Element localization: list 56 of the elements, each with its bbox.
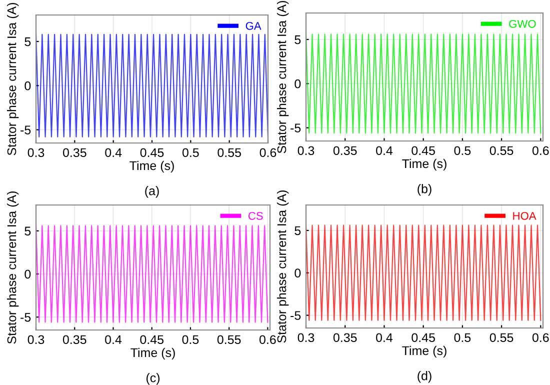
x-tick-label: 0.3: [28, 148, 44, 158]
x-tick-label: 0.5: [454, 333, 471, 342]
x-tick-label: 0.45: [140, 148, 164, 158]
x-tick-label: 0.35: [333, 146, 357, 156]
x-axis-title: Time (s): [130, 348, 175, 360]
x-tick-label: 0.45: [140, 335, 164, 344]
y-tick-label: 5: [24, 37, 31, 46]
x-tick-label: 0.55: [217, 335, 241, 344]
legend-label: GWO: [509, 20, 536, 28]
x-tick-label: 0.55: [490, 146, 514, 156]
text: (d): [418, 371, 432, 383]
legend-label: HOA: [513, 212, 536, 220]
x-tick-label: 0.55: [218, 148, 241, 158]
y-tick-label: 5: [294, 35, 301, 44]
y-tick-label: -5: [290, 311, 301, 320]
x-axis-title: Time (s): [130, 160, 174, 173]
x-tick-label: 0.45: [412, 333, 435, 342]
x-tick-label: 0.3: [28, 335, 44, 344]
x-tick-label: 0.4: [376, 146, 393, 156]
y-axis-title: Stator phase current Isa (A): [6, 192, 19, 344]
y-tick-label: 0: [294, 79, 301, 88]
x-tick-label: 0.5: [182, 148, 199, 158]
y-axis-title: Stator phase current Isa (A): [6, 3, 19, 156]
x-axis-title: Time (s): [402, 158, 446, 171]
x-tick-label: 0.35: [62, 148, 86, 158]
y-tick-label: -5: [20, 313, 31, 322]
text: (b): [418, 184, 432, 196]
x-tick-label: 0.5: [182, 335, 199, 344]
x-tick-label: 0.4: [376, 333, 393, 342]
x-axis-title: Time (s): [402, 346, 446, 358]
text: (a): [145, 186, 159, 198]
text: (c): [146, 373, 160, 385]
y-tick-label: 0: [24, 270, 31, 279]
x-tick-label: 0.3: [298, 333, 314, 342]
legend-label: CS: [248, 212, 263, 220]
y-tick-label: 0: [24, 81, 31, 90]
x-tick-label: 0.55: [490, 333, 514, 342]
x-tick-label: 0.6: [260, 148, 276, 158]
y-tick-label: 5: [294, 226, 301, 236]
x-tick-label: 0.35: [333, 333, 357, 342]
x-tick-label: 0.4: [105, 335, 122, 344]
y-tick-label: 0: [294, 268, 301, 278]
y-axis-title: Stator phase current Isa (A): [276, 190, 289, 343]
legend-label: GA: [246, 22, 262, 30]
y-tick-label: -5: [20, 126, 31, 134]
x-tick-label: 0.3: [298, 146, 314, 156]
x-tick-label: 0.4: [105, 148, 122, 158]
x-tick-label: 0.5: [454, 146, 471, 156]
y-tick-label: -5: [290, 124, 301, 132]
y-axis-title: Stator phase current Isa (A): [276, 1, 289, 154]
y-tick-label: 5: [24, 226, 31, 236]
x-tick-label: 0.6: [259, 335, 276, 344]
x-tick-label: 0.35: [62, 335, 86, 344]
x-tick-label: 0.6: [532, 333, 549, 342]
x-tick-label: 0.45: [412, 146, 435, 156]
x-tick-label: 0.6: [532, 146, 549, 156]
